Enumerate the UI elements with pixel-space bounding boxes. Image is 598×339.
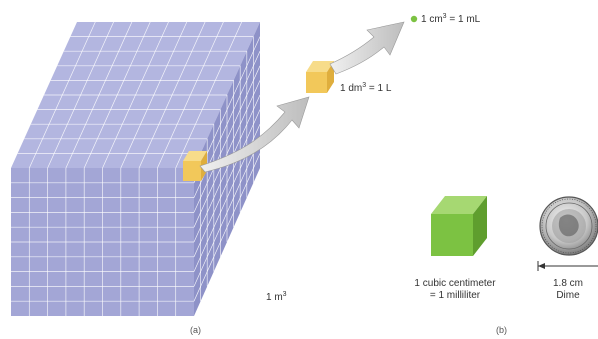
- centimeter-dot: [410, 15, 418, 23]
- cube-caption-line2: = 1 milliliter: [430, 290, 481, 301]
- dime-dimension-line: [537, 261, 598, 271]
- decimeter-cube: [306, 61, 334, 93]
- green-cube: [431, 196, 487, 256]
- arrow-to-decimeter: [199, 96, 310, 173]
- large-cube-grid: [11, 21, 261, 316]
- dime-coin: [539, 196, 598, 256]
- large-cube: [11, 21, 261, 316]
- caption-b: (b): [496, 325, 507, 335]
- dime-size: 1.8 cm: [553, 278, 583, 289]
- label-m3: 1 m3: [266, 291, 287, 303]
- arrow-to-centimeter: [329, 21, 405, 75]
- label-dm3: 1 dm3 = 1 L: [340, 82, 392, 94]
- cube-caption-line1: 1 cubic centimeter: [414, 278, 496, 289]
- caption-a: (a): [190, 325, 201, 335]
- label-cm3: 1 cm3 = 1 mL: [421, 13, 481, 25]
- dime-label: Dime: [556, 290, 580, 301]
